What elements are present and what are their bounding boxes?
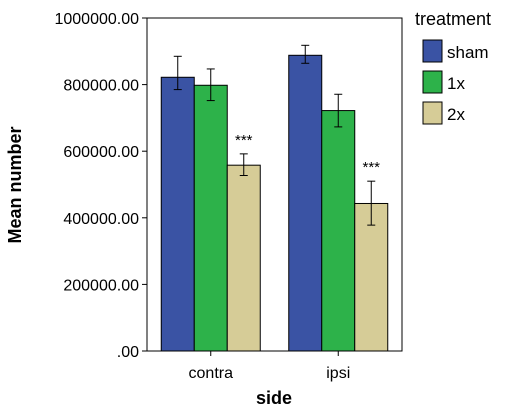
legend-label-sham: sham <box>447 43 489 62</box>
y-tick-label: 400000.00 <box>63 211 139 228</box>
legend: treatment sham 1x 2x <box>415 9 491 125</box>
x-axis-title: side <box>256 388 292 408</box>
significance-label: *** <box>362 159 380 176</box>
bar-1x-contra <box>193 84 228 352</box>
y-axis-ticks: .00 200000.00 400000.00 600000.00 800000.00 1… <box>54 11 147 361</box>
legend-label-1x: 1x <box>447 74 465 93</box>
y-axis-title: Mean number <box>5 126 25 243</box>
legend-swatch-1x <box>422 70 443 94</box>
x-tick-label-ipsi: ipsi <box>326 365 350 382</box>
y-tick-label: 1000000.00 <box>54 11 139 28</box>
plot-frame <box>146 17 403 352</box>
legend-title: treatment <box>415 9 491 29</box>
y-tick-label: 800000.00 <box>63 78 139 95</box>
bars: *** *** <box>160 44 389 352</box>
bar-2x-contra <box>226 164 261 352</box>
bar-sham-ipsi <box>288 54 323 352</box>
bar-sham-contra <box>160 76 195 352</box>
y-tick-label: 200000.00 <box>63 277 139 294</box>
legend-label-2x: 2x <box>447 105 465 124</box>
y-tick-label: .00 <box>117 344 139 361</box>
bar-2x-ipsi <box>354 202 389 352</box>
legend-swatch-2x <box>422 101 443 125</box>
legend-swatch-sham <box>422 39 443 63</box>
significance-label: *** <box>235 132 253 149</box>
x-axis-ticks: contra ipsi <box>189 351 350 382</box>
y-tick-label: 600000.00 <box>63 144 139 161</box>
bar-1x-ipsi <box>321 110 356 352</box>
x-tick-label-contra: contra <box>189 365 234 382</box>
